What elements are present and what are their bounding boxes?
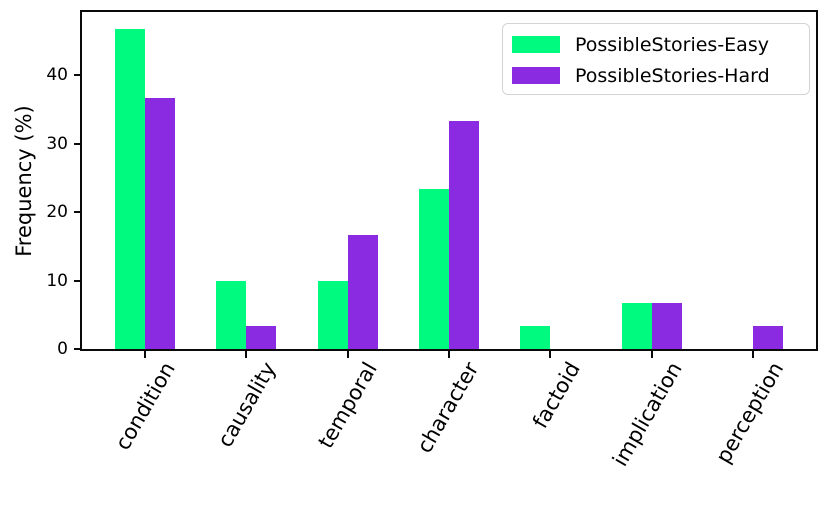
- bar-condition-hard: [144, 97, 175, 349]
- legend-item-easy: PossibleStories-Easy: [512, 29, 809, 60]
- x-tick-mark: [752, 351, 755, 358]
- legend-swatch-hard: [512, 67, 560, 84]
- bar-implication-hard: [651, 303, 682, 349]
- x-tick-label-perception: perception: [710, 358, 788, 468]
- y-tick-label-10: 10: [46, 270, 68, 291]
- legend-swatch-easy: [512, 36, 560, 53]
- bar-perception-hard: [753, 326, 784, 349]
- y-tick-label-30: 30: [46, 133, 68, 154]
- x-tick-label-temporal: temporal: [314, 358, 383, 453]
- x-tick-mark: [448, 351, 450, 358]
- x-tick-mark: [549, 351, 552, 358]
- bars-layer: [82, 12, 816, 349]
- bar-causality-easy: [216, 280, 247, 349]
- bar-character-hard: [449, 120, 479, 349]
- y-tick-mark: [74, 211, 81, 213]
- y-axis-label: Frequency (%): [12, 105, 36, 257]
- bar-temporal-easy: [317, 280, 348, 349]
- bar-condition-easy: [114, 29, 145, 349]
- x-tick-label-character: character: [412, 358, 484, 458]
- y-tick-label-0: 0: [57, 339, 68, 359]
- bar-factoid-easy: [520, 326, 551, 349]
- x-tick-label-factoid: factoid: [528, 358, 586, 433]
- x-tick-label-implication: implication: [607, 358, 687, 471]
- x-tick-mark: [245, 351, 248, 358]
- y-tick-label-20: 20: [46, 202, 68, 222]
- x-tick-label-causality: causality: [213, 358, 282, 452]
- x-tick-mark: [143, 351, 146, 358]
- bar-implication-easy: [621, 303, 652, 349]
- y-tick-mark: [74, 74, 81, 77]
- x-tick-mark: [346, 351, 349, 358]
- y-tick-mark: [74, 142, 81, 145]
- bar-temporal-hard: [347, 234, 378, 349]
- y-tick-mark: [74, 348, 81, 350]
- legend-item-hard: PossibleStories-Hard: [512, 60, 809, 91]
- y-tick-label-40: 40: [46, 65, 68, 86]
- y-tick-mark: [74, 279, 81, 282]
- bar-character-easy: [419, 189, 449, 349]
- legend-label-easy: PossibleStories-Easy: [575, 33, 769, 56]
- bar-causality-hard: [246, 326, 277, 349]
- legend-label-hard: PossibleStories-Hard: [575, 64, 770, 87]
- x-tick-label-condition: condition: [110, 358, 180, 455]
- x-tick-mark: [650, 351, 653, 358]
- plot-area: PossibleStories-Easy PossibleStories-Har…: [80, 10, 818, 351]
- legend: PossibleStories-Easy PossibleStories-Har…: [502, 23, 810, 95]
